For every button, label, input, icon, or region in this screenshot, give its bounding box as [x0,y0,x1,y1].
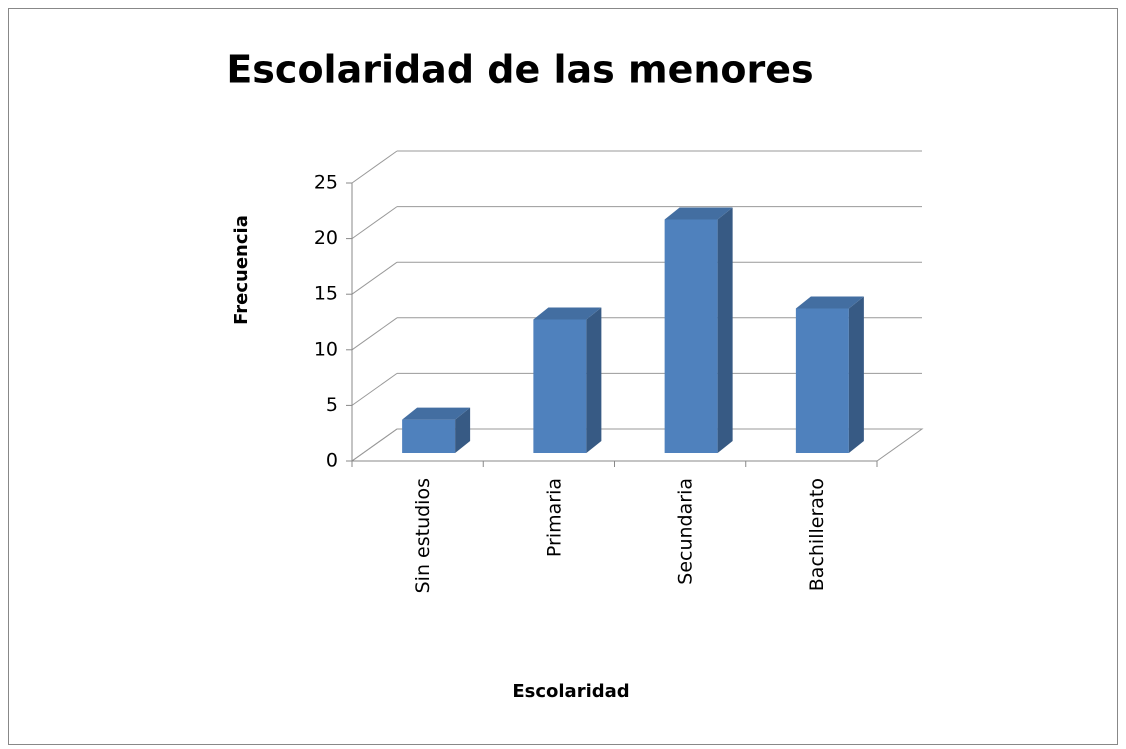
y-tick-label: 10 [314,338,338,360]
bar [664,207,733,453]
bar-side [586,307,602,453]
x-tick-label: Sin estudios [412,478,434,593]
bar-front [533,319,587,453]
y-tick-label: 15 [314,283,338,305]
bar-front [402,419,456,453]
bar [402,407,471,453]
bar-top [664,207,733,220]
x-tick-label: Primaria [543,478,565,557]
x-axis-label: Escolaridad [512,681,629,702]
grid-line-side [351,428,398,462]
bar [533,307,602,453]
grid-line-side [351,372,398,406]
y-tick-label: 20 [314,227,338,249]
y-tick-label: 0 [326,450,338,472]
bar-side [717,207,733,453]
bar-top [795,296,864,309]
grid-line-side [351,206,398,240]
bar-side [848,296,864,453]
bar-front [664,219,718,453]
bar-side [455,407,471,453]
y-tick-label: 5 [326,394,338,416]
grid-line-side [351,150,398,184]
y-axis-label: Frecuencia [231,215,252,325]
x-tick-label: Bachillerato [806,478,828,591]
bar [795,296,864,453]
bar-top [533,307,602,320]
grid-line-side [351,261,398,295]
bar-top [402,407,471,420]
x-tick-label: Secundaria [675,478,697,585]
grid-line-side [351,317,398,351]
y-tick-label: 25 [314,172,338,194]
bar-front [795,308,849,453]
chart-title: Escolaridad de las menores [226,48,813,92]
